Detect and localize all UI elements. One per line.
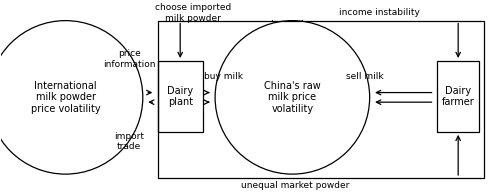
Text: International
milk powder
price volatility: International milk powder price volatili… bbox=[30, 81, 100, 114]
Text: sell milk: sell milk bbox=[346, 72, 384, 81]
Text: income instability: income instability bbox=[339, 9, 420, 17]
Text: choose imported
milk powder: choose imported milk powder bbox=[154, 3, 231, 23]
Text: China's raw
milk price
volatility: China's raw milk price volatility bbox=[264, 81, 321, 114]
Bar bbox=[158, 21, 484, 178]
Text: price
information: price information bbox=[103, 49, 156, 69]
Text: unequal market powder: unequal market powder bbox=[240, 181, 349, 190]
Text: Dairy
plant: Dairy plant bbox=[167, 86, 194, 107]
Bar bbox=[437, 61, 480, 132]
Text: Dairy
farmer: Dairy farmer bbox=[442, 86, 474, 107]
Bar bbox=[158, 61, 202, 132]
Text: buy milk: buy milk bbox=[204, 72, 243, 81]
Text: import
trade: import trade bbox=[114, 132, 144, 151]
